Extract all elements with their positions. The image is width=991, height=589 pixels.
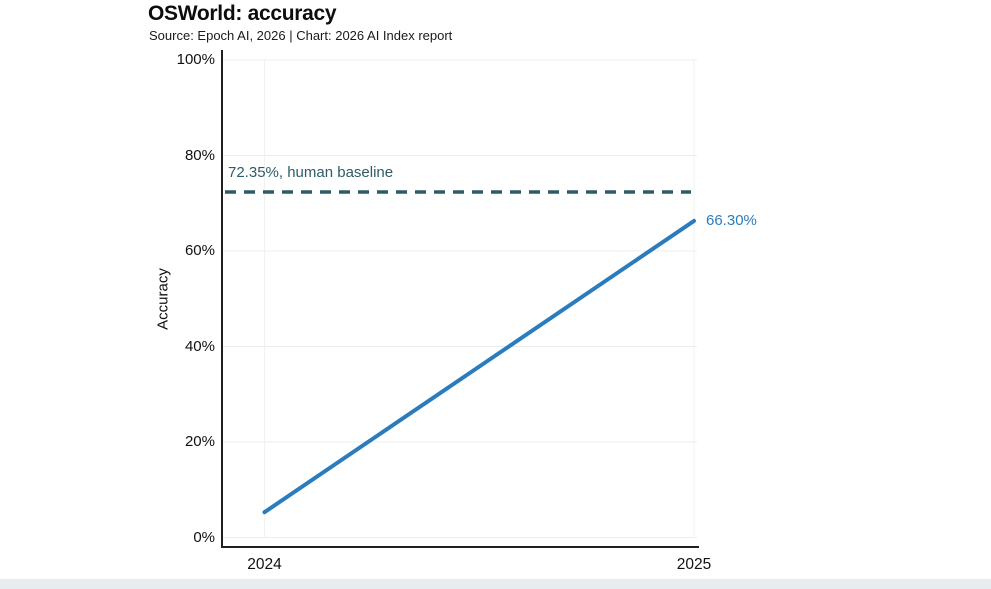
bottom-ui-bar (0, 579, 991, 589)
y-tick-label: 40% (184, 337, 215, 355)
x-tick-label: 2025 (676, 556, 712, 573)
series-end-value-label: 66.30% (706, 211, 757, 229)
x-tick-label: 2024 (247, 556, 282, 573)
accuracy-line (262, 218, 696, 515)
y-tick-label: 100% (176, 51, 215, 68)
human-baseline-label: 72.35%, human baseline (228, 164, 394, 182)
y-tick-label: 20% (184, 433, 215, 450)
chart-subtitle: Source: Epoch AI, 2026 | Chart: 2026 AI … (149, 28, 453, 43)
chart-title: OSWorld: accuracy (148, 2, 337, 25)
y-tick-label: 80% (184, 146, 215, 164)
y-axis-title: Accuracy (154, 268, 172, 330)
y-tick-label: 0% (193, 528, 215, 546)
y-tick-label: 60% (184, 242, 215, 259)
